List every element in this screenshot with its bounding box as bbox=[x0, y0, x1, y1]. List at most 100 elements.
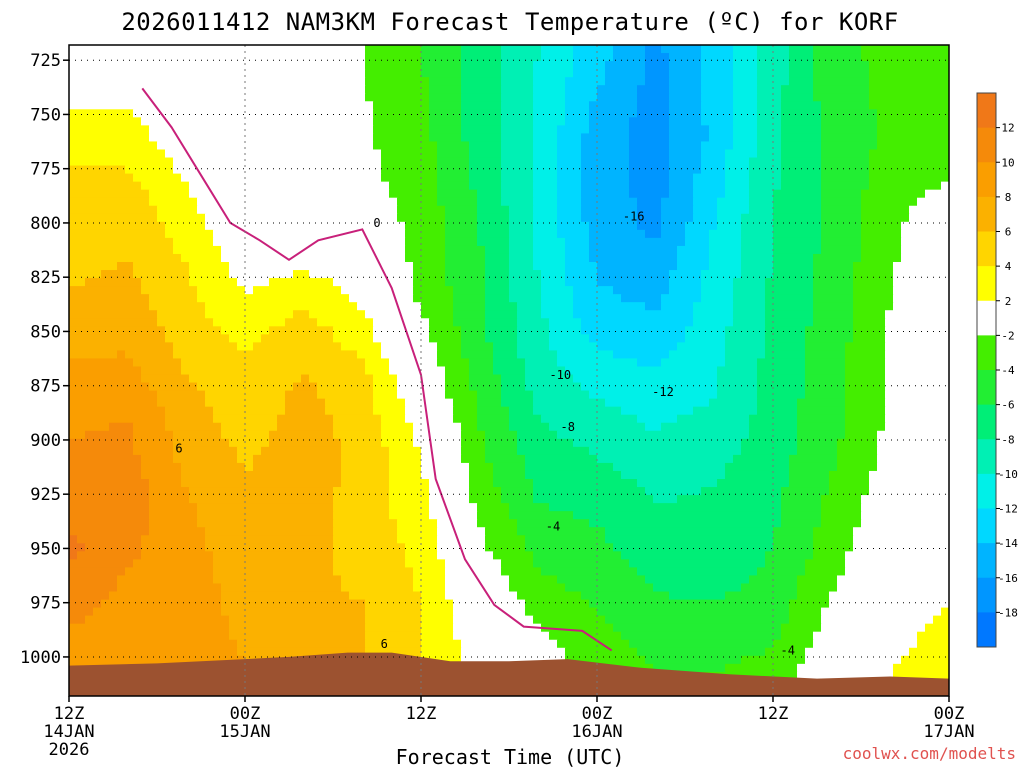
temperature-cell bbox=[821, 237, 862, 247]
x-tick-label: 12Z bbox=[758, 704, 789, 724]
temperature-cell bbox=[821, 503, 862, 512]
temperature-cell bbox=[149, 519, 198, 528]
y-tick-label: 925 bbox=[30, 485, 61, 505]
temperature-cell bbox=[517, 591, 582, 601]
temperature-cell bbox=[565, 253, 590, 263]
temperature-cell bbox=[493, 479, 534, 488]
temperature-cell bbox=[469, 382, 502, 392]
temperature-cell bbox=[509, 278, 542, 287]
temperature-cell bbox=[165, 406, 214, 416]
temperature-cell bbox=[757, 567, 806, 577]
temperature-cell bbox=[805, 326, 854, 335]
temperature-cell bbox=[285, 406, 326, 416]
temperature-cell bbox=[797, 575, 838, 585]
temperature-cell bbox=[181, 462, 246, 472]
temperature-cell bbox=[85, 543, 142, 552]
temperature-cell bbox=[869, 479, 949, 488]
temperature-cell bbox=[381, 157, 438, 167]
temperature-cell bbox=[549, 422, 646, 432]
temperature-cell bbox=[709, 253, 742, 263]
temperature-cell bbox=[885, 398, 949, 408]
temperature-cell bbox=[669, 53, 702, 62]
contour-label: -4 bbox=[780, 643, 794, 657]
temperature-cell bbox=[221, 245, 406, 255]
temperature-cell bbox=[733, 294, 766, 303]
temperature-cell bbox=[669, 181, 694, 191]
temperature-cell bbox=[717, 221, 742, 231]
temperature-cell bbox=[461, 117, 502, 126]
temperature-cell bbox=[501, 173, 534, 183]
temperature-cell bbox=[773, 237, 822, 247]
temperature-cell bbox=[485, 262, 510, 271]
temperature-cell bbox=[565, 262, 598, 271]
temperature-cell bbox=[885, 406, 949, 416]
colorbar-swatch bbox=[977, 543, 996, 579]
temperature-cell bbox=[525, 454, 598, 464]
temperature-cell bbox=[205, 398, 286, 408]
temperature-cell bbox=[69, 278, 86, 287]
temperature-cell bbox=[149, 511, 198, 520]
colorbar-tick-label: 12 bbox=[1001, 122, 1014, 135]
temperature-cell bbox=[629, 165, 670, 175]
temperature-cell bbox=[485, 535, 526, 544]
temperature-cell bbox=[589, 237, 686, 247]
temperature-cell bbox=[557, 205, 582, 215]
temperature-cell bbox=[573, 45, 614, 54]
temperature-cell bbox=[157, 390, 206, 400]
temperature-cell bbox=[765, 334, 806, 343]
temperature-cell bbox=[637, 101, 670, 110]
temperature-cell bbox=[765, 647, 806, 657]
temperature-cell bbox=[821, 495, 862, 504]
temperature-cell bbox=[381, 149, 438, 159]
temperature-cell bbox=[789, 454, 838, 464]
temperature-cell bbox=[141, 181, 190, 191]
temperature-cell bbox=[781, 173, 822, 183]
temperature-cell bbox=[149, 495, 190, 504]
temperature-cell bbox=[813, 310, 854, 319]
temperature-cell bbox=[773, 639, 814, 649]
temperature-cell bbox=[541, 53, 574, 62]
temperature-cell bbox=[69, 487, 150, 496]
temperature-cell bbox=[269, 278, 334, 287]
temperature-cell bbox=[533, 109, 566, 118]
temperature-cell bbox=[157, 141, 374, 151]
temperature-cell bbox=[69, 511, 150, 520]
temperature-cell bbox=[405, 559, 446, 569]
temperature-cell bbox=[173, 438, 230, 448]
temperature-cell bbox=[373, 382, 398, 392]
temperature-cell bbox=[485, 318, 518, 327]
temperature-cell bbox=[533, 253, 566, 263]
temperature-cell bbox=[205, 527, 334, 536]
temperature-cell bbox=[173, 446, 238, 456]
temperature-cell bbox=[701, 294, 734, 303]
temperature-cell bbox=[501, 101, 534, 110]
temperature-cell bbox=[429, 495, 470, 504]
temperature-cell bbox=[757, 374, 806, 384]
temperature-cell bbox=[541, 310, 574, 319]
temperature-cell bbox=[837, 446, 878, 456]
temperature-cell bbox=[837, 438, 878, 448]
temperature-cell bbox=[453, 631, 550, 641]
temperature-cell bbox=[637, 647, 766, 657]
temperature-cell bbox=[381, 173, 438, 183]
temperature-cell bbox=[517, 438, 574, 448]
temperature-cell bbox=[813, 69, 870, 78]
temperature-cell bbox=[389, 189, 438, 199]
temperature-cell bbox=[581, 205, 638, 215]
temperature-cell bbox=[885, 422, 949, 432]
colorbar-legend: 12 10 8 6 4 2 -2 -4 -6 -8 -10 -12 -14 -16 -18 bbox=[976, 92, 1018, 648]
temperature-cell bbox=[733, 77, 758, 86]
y-tick-label: 750 bbox=[30, 105, 61, 125]
colorbar-tick-label: -18 bbox=[998, 606, 1018, 619]
temperature-cell bbox=[477, 422, 510, 432]
temperature-cell bbox=[525, 599, 590, 609]
temperature-cell bbox=[813, 77, 870, 86]
temperature-cell bbox=[117, 350, 126, 360]
temperature-cell bbox=[301, 374, 310, 384]
temperature-cell bbox=[261, 334, 334, 343]
temperature-cell bbox=[677, 253, 710, 263]
temperature-cell bbox=[197, 205, 398, 215]
colorbar-swatch bbox=[977, 577, 996, 613]
temperature-cell bbox=[229, 270, 294, 279]
temperature-cell bbox=[941, 181, 949, 191]
